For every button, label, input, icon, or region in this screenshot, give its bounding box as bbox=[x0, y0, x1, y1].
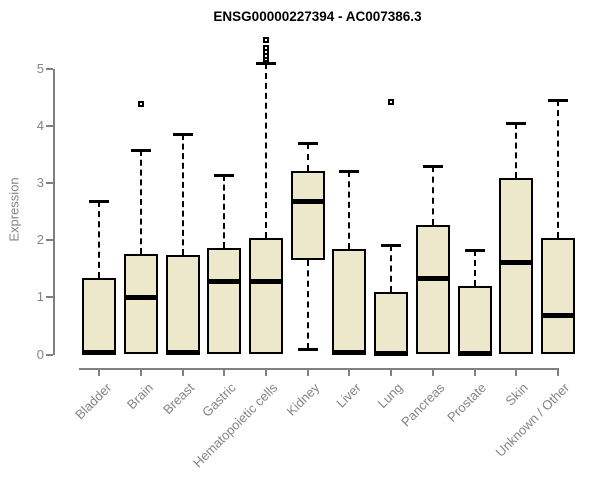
whisker-upper-cap-gastric bbox=[214, 174, 235, 178]
box-gastric bbox=[207, 247, 242, 355]
whisker-upper-line-liver bbox=[348, 170, 351, 250]
whisker-upper-cap-prostate bbox=[464, 248, 485, 252]
x-axis-tick-label-bladder: Bladder bbox=[71, 380, 114, 423]
x-axis-tick-label-liver: Liver bbox=[333, 380, 365, 411]
box-kidney bbox=[290, 170, 325, 261]
whisker-upper-cap-liver bbox=[339, 169, 360, 173]
whisker-upper-line-prostate bbox=[473, 249, 476, 286]
y-axis-tick-label: 2 bbox=[36, 232, 44, 248]
y-axis-tick-label: 5 bbox=[36, 60, 44, 76]
whisker-upper-line-kidney bbox=[306, 143, 309, 171]
x-axis-tick bbox=[515, 368, 518, 376]
whisker-lower-line-kidney bbox=[306, 260, 309, 350]
x-axis-tick-label-pancreas: Pancreas bbox=[397, 380, 448, 430]
box-breast bbox=[165, 254, 200, 355]
x-axis-tick bbox=[348, 368, 351, 376]
y-axis-tick bbox=[46, 353, 53, 356]
x-axis-tick-label-breast: Breast bbox=[160, 380, 198, 418]
box-brain bbox=[123, 253, 158, 355]
y-axis-line bbox=[53, 68, 55, 355]
x-axis-tick-label-brain: Brain bbox=[123, 380, 156, 413]
box-prostate bbox=[457, 285, 492, 355]
whisker-upper-line-breast bbox=[181, 133, 184, 255]
whisker-upper-cap-lung bbox=[381, 244, 402, 248]
whisker-lower-cap-kidney bbox=[297, 348, 318, 352]
median-line-gastric bbox=[207, 279, 242, 285]
box-liver bbox=[332, 249, 367, 355]
whisker-upper-line-brain bbox=[139, 150, 142, 254]
median-line-kidney bbox=[290, 198, 325, 204]
whisker-upper-cap-breast bbox=[172, 132, 193, 136]
x-axis-tick bbox=[139, 368, 142, 376]
median-line-bladder bbox=[82, 350, 117, 356]
median-line-skin bbox=[499, 260, 534, 266]
y-axis-tick-label: 1 bbox=[36, 289, 44, 305]
x-axis-tick-label-kidney: Kidney bbox=[283, 380, 323, 419]
whisker-upper-cap-unknown-other bbox=[547, 98, 568, 102]
y-axis-tick bbox=[46, 181, 53, 184]
median-line-breast bbox=[165, 350, 200, 356]
x-axis-tick bbox=[223, 368, 226, 376]
whisker-upper-cap-brain bbox=[130, 149, 151, 153]
x-axis-tick bbox=[306, 368, 309, 376]
median-line-lung bbox=[374, 350, 409, 356]
x-axis-tick-label-gastric: Gastric bbox=[199, 380, 239, 420]
y-axis-tick-label: 3 bbox=[36, 174, 44, 190]
outlier-point-lung bbox=[388, 98, 395, 105]
whisker-upper-line-bladder bbox=[98, 201, 101, 279]
box-unknown-other bbox=[540, 238, 575, 355]
x-axis-tick-label-skin: Skin bbox=[502, 380, 531, 409]
median-line-pancreas bbox=[415, 276, 450, 282]
median-line-hematopoietic-cells bbox=[249, 278, 284, 284]
box-lung bbox=[374, 291, 409, 355]
box-skin bbox=[499, 178, 534, 355]
y-axis-tick bbox=[46, 296, 53, 299]
median-line-prostate bbox=[457, 350, 492, 356]
x-axis-tick bbox=[473, 368, 476, 376]
x-axis-tick bbox=[98, 368, 101, 376]
y-axis-tick-label: 0 bbox=[36, 346, 44, 362]
whisker-upper-cap-kidney bbox=[297, 142, 318, 146]
box-hematopoietic-cells bbox=[249, 237, 284, 355]
box-bladder bbox=[82, 278, 117, 355]
outlier-point-hematopoietic-cells bbox=[263, 37, 270, 44]
whisker-upper-line-pancreas bbox=[431, 165, 434, 226]
y-axis-tick-label: 4 bbox=[36, 117, 44, 133]
median-line-liver bbox=[332, 350, 367, 356]
whisker-upper-line-unknown-other bbox=[556, 99, 559, 239]
x-axis-line bbox=[79, 368, 558, 370]
y-axis-tick bbox=[46, 67, 53, 70]
whisker-upper-line-skin bbox=[515, 123, 518, 179]
y-axis-tick bbox=[46, 124, 53, 127]
outlier-point-brain bbox=[137, 100, 144, 107]
x-axis-tick bbox=[181, 368, 184, 376]
chart-title: ENSG00000227394 - AC007386.3 bbox=[213, 9, 422, 24]
box-pancreas bbox=[415, 225, 450, 355]
x-axis-tick bbox=[431, 368, 434, 376]
whisker-upper-cap-skin bbox=[506, 122, 527, 126]
whisker-upper-cap-hematopoietic-cells bbox=[256, 62, 277, 66]
whisker-upper-cap-bladder bbox=[89, 200, 110, 204]
y-axis-tick bbox=[46, 239, 53, 242]
x-axis-tick bbox=[556, 368, 559, 376]
x-axis-tick-label-prostate: Prostate bbox=[444, 380, 490, 425]
whisker-upper-line-hematopoietic-cells bbox=[265, 63, 268, 238]
x-axis-tick-label-lung: Lung bbox=[374, 380, 406, 412]
median-line-brain bbox=[123, 295, 158, 301]
x-axis-tick-label-unknown-other: Unknown / Other bbox=[492, 380, 573, 460]
whisker-upper-line-gastric bbox=[223, 175, 226, 248]
whisker-upper-line-lung bbox=[390, 245, 393, 292]
x-axis-tick bbox=[390, 368, 393, 376]
outlier-point-hematopoietic-cells bbox=[263, 45, 270, 52]
x-axis-tick bbox=[265, 368, 268, 376]
median-line-unknown-other bbox=[540, 313, 575, 319]
whisker-upper-cap-pancreas bbox=[422, 164, 443, 168]
